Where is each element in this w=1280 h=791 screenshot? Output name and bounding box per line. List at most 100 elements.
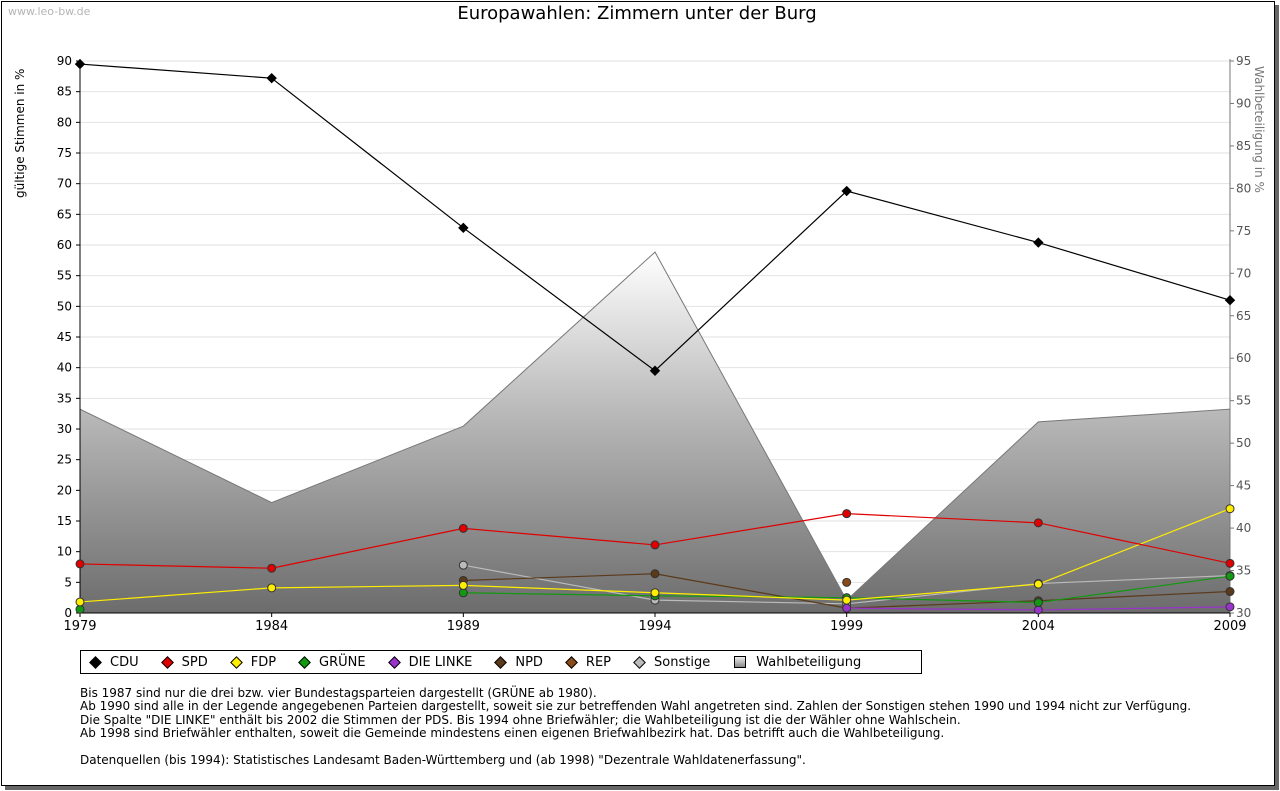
y-tick-label-left: 45 (57, 330, 72, 344)
point-cdu-1984 (266, 72, 277, 84)
y-tick-label-right: 55 (1236, 394, 1251, 408)
y-tick-label-left: 20 (57, 483, 72, 497)
legend-label-cdu: CDU (110, 654, 139, 670)
y-tick-label-right: 90 (1236, 96, 1251, 110)
footnote-1: Bis 1987 sind nur die drei bzw. vier Bun… (80, 686, 597, 700)
footnote-4: Ab 1998 sind Briefwähler enthalten, sowe… (80, 726, 945, 741)
y-tick-label-left: 5 (64, 575, 72, 589)
footnote-sources: Datenquellen (bis 1994): Statistisches L… (80, 752, 806, 767)
legend-item-linke: DIE LINKE (387, 654, 473, 670)
point-cdu-1979 (74, 58, 86, 70)
point-fdp-2004 (1033, 579, 1043, 589)
y-tick-label-left: 30 (57, 422, 72, 436)
point-npd-2009 (1225, 587, 1235, 597)
legend-marker-rep (565, 655, 578, 669)
point-spd-1989 (458, 523, 468, 533)
x-tick-label-2004: 2004 (1022, 619, 1055, 634)
legend: CDU SPD FDP GRÜNE DIE LINKE NPD REP Sons… (80, 650, 922, 674)
legend-item-gruene: GRÜNE (298, 654, 366, 670)
watermark: www.leo-bw.de (8, 5, 91, 18)
point-gr-ne-2009 (1225, 571, 1235, 581)
y-tick-label-left: 40 (57, 361, 72, 375)
legend-item-npd: NPD (494, 654, 543, 670)
legend-item-fdp: FDP (229, 654, 277, 670)
legend-marker-spd (160, 655, 174, 669)
y-tick-label-left: 55 (57, 269, 72, 283)
y-tick-label-right: 85 (1236, 139, 1251, 153)
y-tick-label-right: 95 (1236, 54, 1251, 68)
point-cdu-1994 (649, 365, 661, 376)
legend-label-fdp: FDP (250, 654, 277, 670)
y-tick-label-left: 50 (57, 299, 72, 313)
legend-marker-cdu (89, 655, 102, 669)
y-tick-label-right: 40 (1236, 521, 1251, 535)
legend-item-wahlbeteiligung: Wahlbeteiligung (734, 655, 861, 670)
point-cdu-2009 (1224, 294, 1236, 306)
legend-marker-wahlbeteiligung (734, 656, 747, 668)
point-fdp-1999 (842, 595, 852, 605)
y-tick-label-right: 30 (1236, 606, 1251, 620)
y-tick-label-left: 15 (57, 514, 72, 528)
point-cdu-1999 (841, 185, 852, 197)
series-markers (74, 58, 1236, 615)
x-tick-label-2009: 2009 (1213, 619, 1246, 634)
legend-label-npd: NPD (515, 654, 543, 670)
y-tick-label-right: 35 (1236, 564, 1251, 578)
y-tick-label-left: 0 (64, 606, 72, 620)
y-tick-label-right: 70 (1236, 266, 1251, 280)
y-tick-label-right: 80 (1236, 181, 1251, 195)
y-tick-label-right: 75 (1236, 224, 1251, 238)
y-tick-label-left: 75 (57, 146, 72, 160)
y-tick-label-right: 45 (1236, 479, 1251, 493)
point-gr-ne-2004 (1033, 598, 1043, 608)
legend-label-rep: REP (585, 654, 612, 670)
legend-marker-linke (387, 655, 401, 669)
point-rep-1999 (842, 577, 852, 587)
chart-plot: 0 5 10 15 20 25 30 35 40 45 50 55 60 65 70 75 80 85 90 30 35… (57, 54, 1252, 634)
y-tick-label-left: 25 (57, 453, 72, 467)
chart-title: Europawahlen: Zimmern unter der Burg (457, 3, 817, 24)
point-gr-ne-1979 (75, 604, 85, 614)
legend-label-linke: DIE LINKE (408, 654, 473, 670)
point-fdp-1989 (458, 580, 468, 590)
point-fdp-1994 (650, 588, 660, 598)
x-tick-label-1979: 1979 (63, 619, 96, 634)
legend-label-spd: SPD (181, 654, 208, 670)
y-tick-label-left: 90 (57, 54, 72, 68)
y-tick-label-left: 10 (57, 545, 72, 559)
legend-label-wahlbeteiligung: Wahlbeteiligung (756, 654, 862, 670)
y-tick-label-left: 35 (57, 391, 72, 405)
y-tick-label-left: 60 (57, 238, 72, 252)
point-spd-2009 (1225, 558, 1235, 568)
x-tick-label-1999: 1999 (830, 619, 863, 634)
legend-marker-fdp (229, 655, 243, 669)
point-die-linke-2004 (1033, 605, 1043, 615)
point-fdp-1979 (75, 597, 85, 607)
point-sonstige-1989 (458, 560, 468, 570)
legend-marker-sonstige (633, 655, 646, 669)
footnotes: Bis 1987 sind nur die drei bzw. vier Bun… (80, 686, 1191, 767)
point-spd-1984 (267, 563, 277, 573)
legend-item-cdu: CDU (89, 654, 139, 670)
x-tick-label-1984: 1984 (255, 619, 288, 634)
footnote-3: Die Spalte "DIE LINKE" enthält bis 2002 … (80, 712, 961, 727)
point-npd-1994 (650, 569, 660, 579)
point-cdu-1989 (458, 222, 469, 234)
y-tick-label-right: 50 (1236, 436, 1251, 450)
legend-item-spd: SPD (160, 654, 208, 670)
y-tick-label-left: 65 (57, 207, 72, 221)
y-tick-label-left: 70 (57, 177, 72, 191)
legend-label-gruene: GRÜNE (319, 654, 366, 670)
x-tick-label-1994: 1994 (638, 619, 671, 634)
y-tick-label-left: 85 (57, 85, 72, 99)
point-fdp-1984 (267, 583, 277, 593)
point-spd-2004 (1033, 518, 1043, 528)
point-cdu-2004 (1033, 237, 1044, 248)
y-tick-label-right: 60 (1236, 351, 1251, 365)
x-tick-label-1989: 1989 (447, 619, 480, 634)
legend-marker-npd (494, 655, 508, 669)
point-die-linke-2009 (1225, 602, 1235, 612)
point-spd-1994 (650, 540, 660, 550)
legend-label-sonstige: Sonstige (654, 654, 711, 670)
y-tick-label-left: 80 (57, 115, 72, 129)
